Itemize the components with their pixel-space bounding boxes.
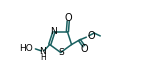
Text: N: N	[50, 27, 57, 36]
Text: O: O	[64, 13, 72, 23]
Text: O: O	[88, 31, 95, 41]
Text: N: N	[39, 47, 46, 56]
Text: S: S	[58, 48, 64, 57]
Text: HO: HO	[19, 44, 33, 53]
Text: O: O	[81, 44, 88, 54]
Text: H: H	[40, 53, 46, 62]
